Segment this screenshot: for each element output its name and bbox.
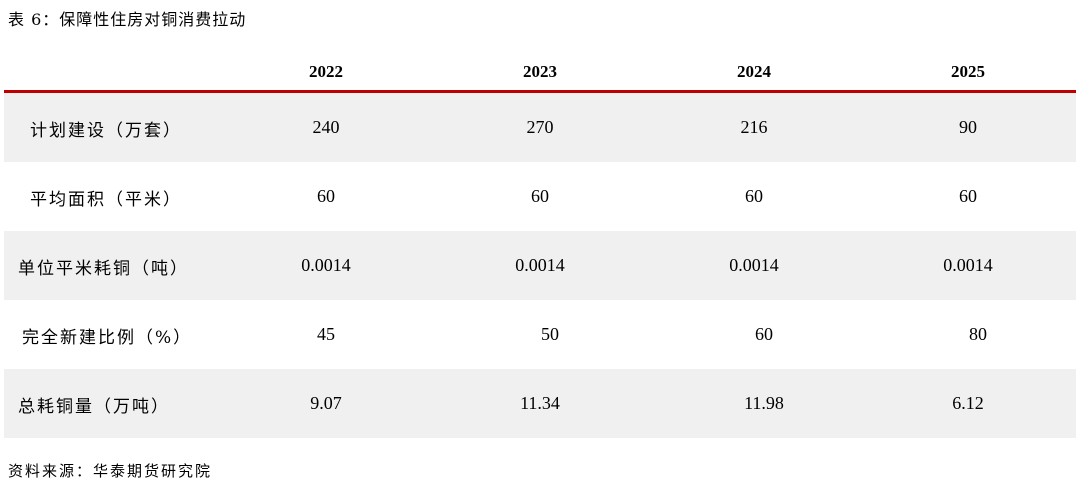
table-cell: 80 bbox=[969, 324, 987, 344]
table-cell: 60 bbox=[959, 186, 977, 206]
table-row: 平均面积（平米） 60 60 60 60 bbox=[4, 162, 1076, 231]
table-cell: 9.07 bbox=[310, 393, 342, 413]
table-cell: 0.0014 bbox=[943, 255, 993, 275]
table-row: 单位平米耗铜（吨） 0.0014 0.0014 0.0014 0.0014 bbox=[4, 231, 1076, 300]
row-label: 计划建设（万套） bbox=[30, 121, 182, 141]
row-label: 总耗铜量（万吨） bbox=[18, 397, 170, 417]
table-cell: 11.98 bbox=[744, 393, 784, 413]
table-cell: 240 bbox=[312, 117, 340, 137]
table-cell: 45 bbox=[317, 324, 335, 344]
table-cell: 60 bbox=[531, 186, 549, 206]
table-row: 总耗铜量（万吨） 9.07 11.34 11.98 6.12 bbox=[4, 369, 1076, 438]
column-header-2023: 2023 bbox=[523, 62, 557, 81]
table-cell: 0.0014 bbox=[301, 255, 351, 275]
table-cell: 60 bbox=[745, 186, 763, 206]
table-cell: 60 bbox=[317, 186, 335, 206]
table-row: 计划建设（万套） 240 270 216 90 bbox=[4, 93, 1076, 162]
column-header-2024: 2024 bbox=[737, 62, 771, 81]
data-table: 2022 2023 2024 2025 计划建设（万套） 240 270 216… bbox=[4, 48, 1076, 438]
column-header-2025: 2025 bbox=[951, 62, 985, 81]
table-cell: 90 bbox=[959, 117, 977, 137]
row-label: 单位平米耗铜（吨） bbox=[18, 259, 189, 279]
table-cell: 6.12 bbox=[952, 393, 984, 413]
table-cell: 60 bbox=[755, 324, 773, 344]
table-title: 表 6：保障性住房对铜消费拉动 bbox=[8, 10, 247, 29]
table-row: 完全新建比例（%） 45 50 60 80 bbox=[4, 300, 1076, 369]
source-note: 资料来源：华泰期货研究院 bbox=[8, 462, 213, 480]
table-cell: 11.34 bbox=[520, 393, 560, 413]
table-header: 2022 2023 2024 2025 bbox=[4, 48, 1076, 93]
row-label: 平均面积（平米） bbox=[30, 190, 182, 210]
table-cell: 0.0014 bbox=[515, 255, 565, 275]
column-header-2022: 2022 bbox=[309, 62, 343, 81]
row-label: 完全新建比例（%） bbox=[22, 328, 193, 348]
table-cell: 50 bbox=[541, 324, 559, 344]
table-cell: 270 bbox=[526, 117, 554, 137]
table-cell: 216 bbox=[740, 117, 768, 137]
table-cell: 0.0014 bbox=[729, 255, 779, 275]
